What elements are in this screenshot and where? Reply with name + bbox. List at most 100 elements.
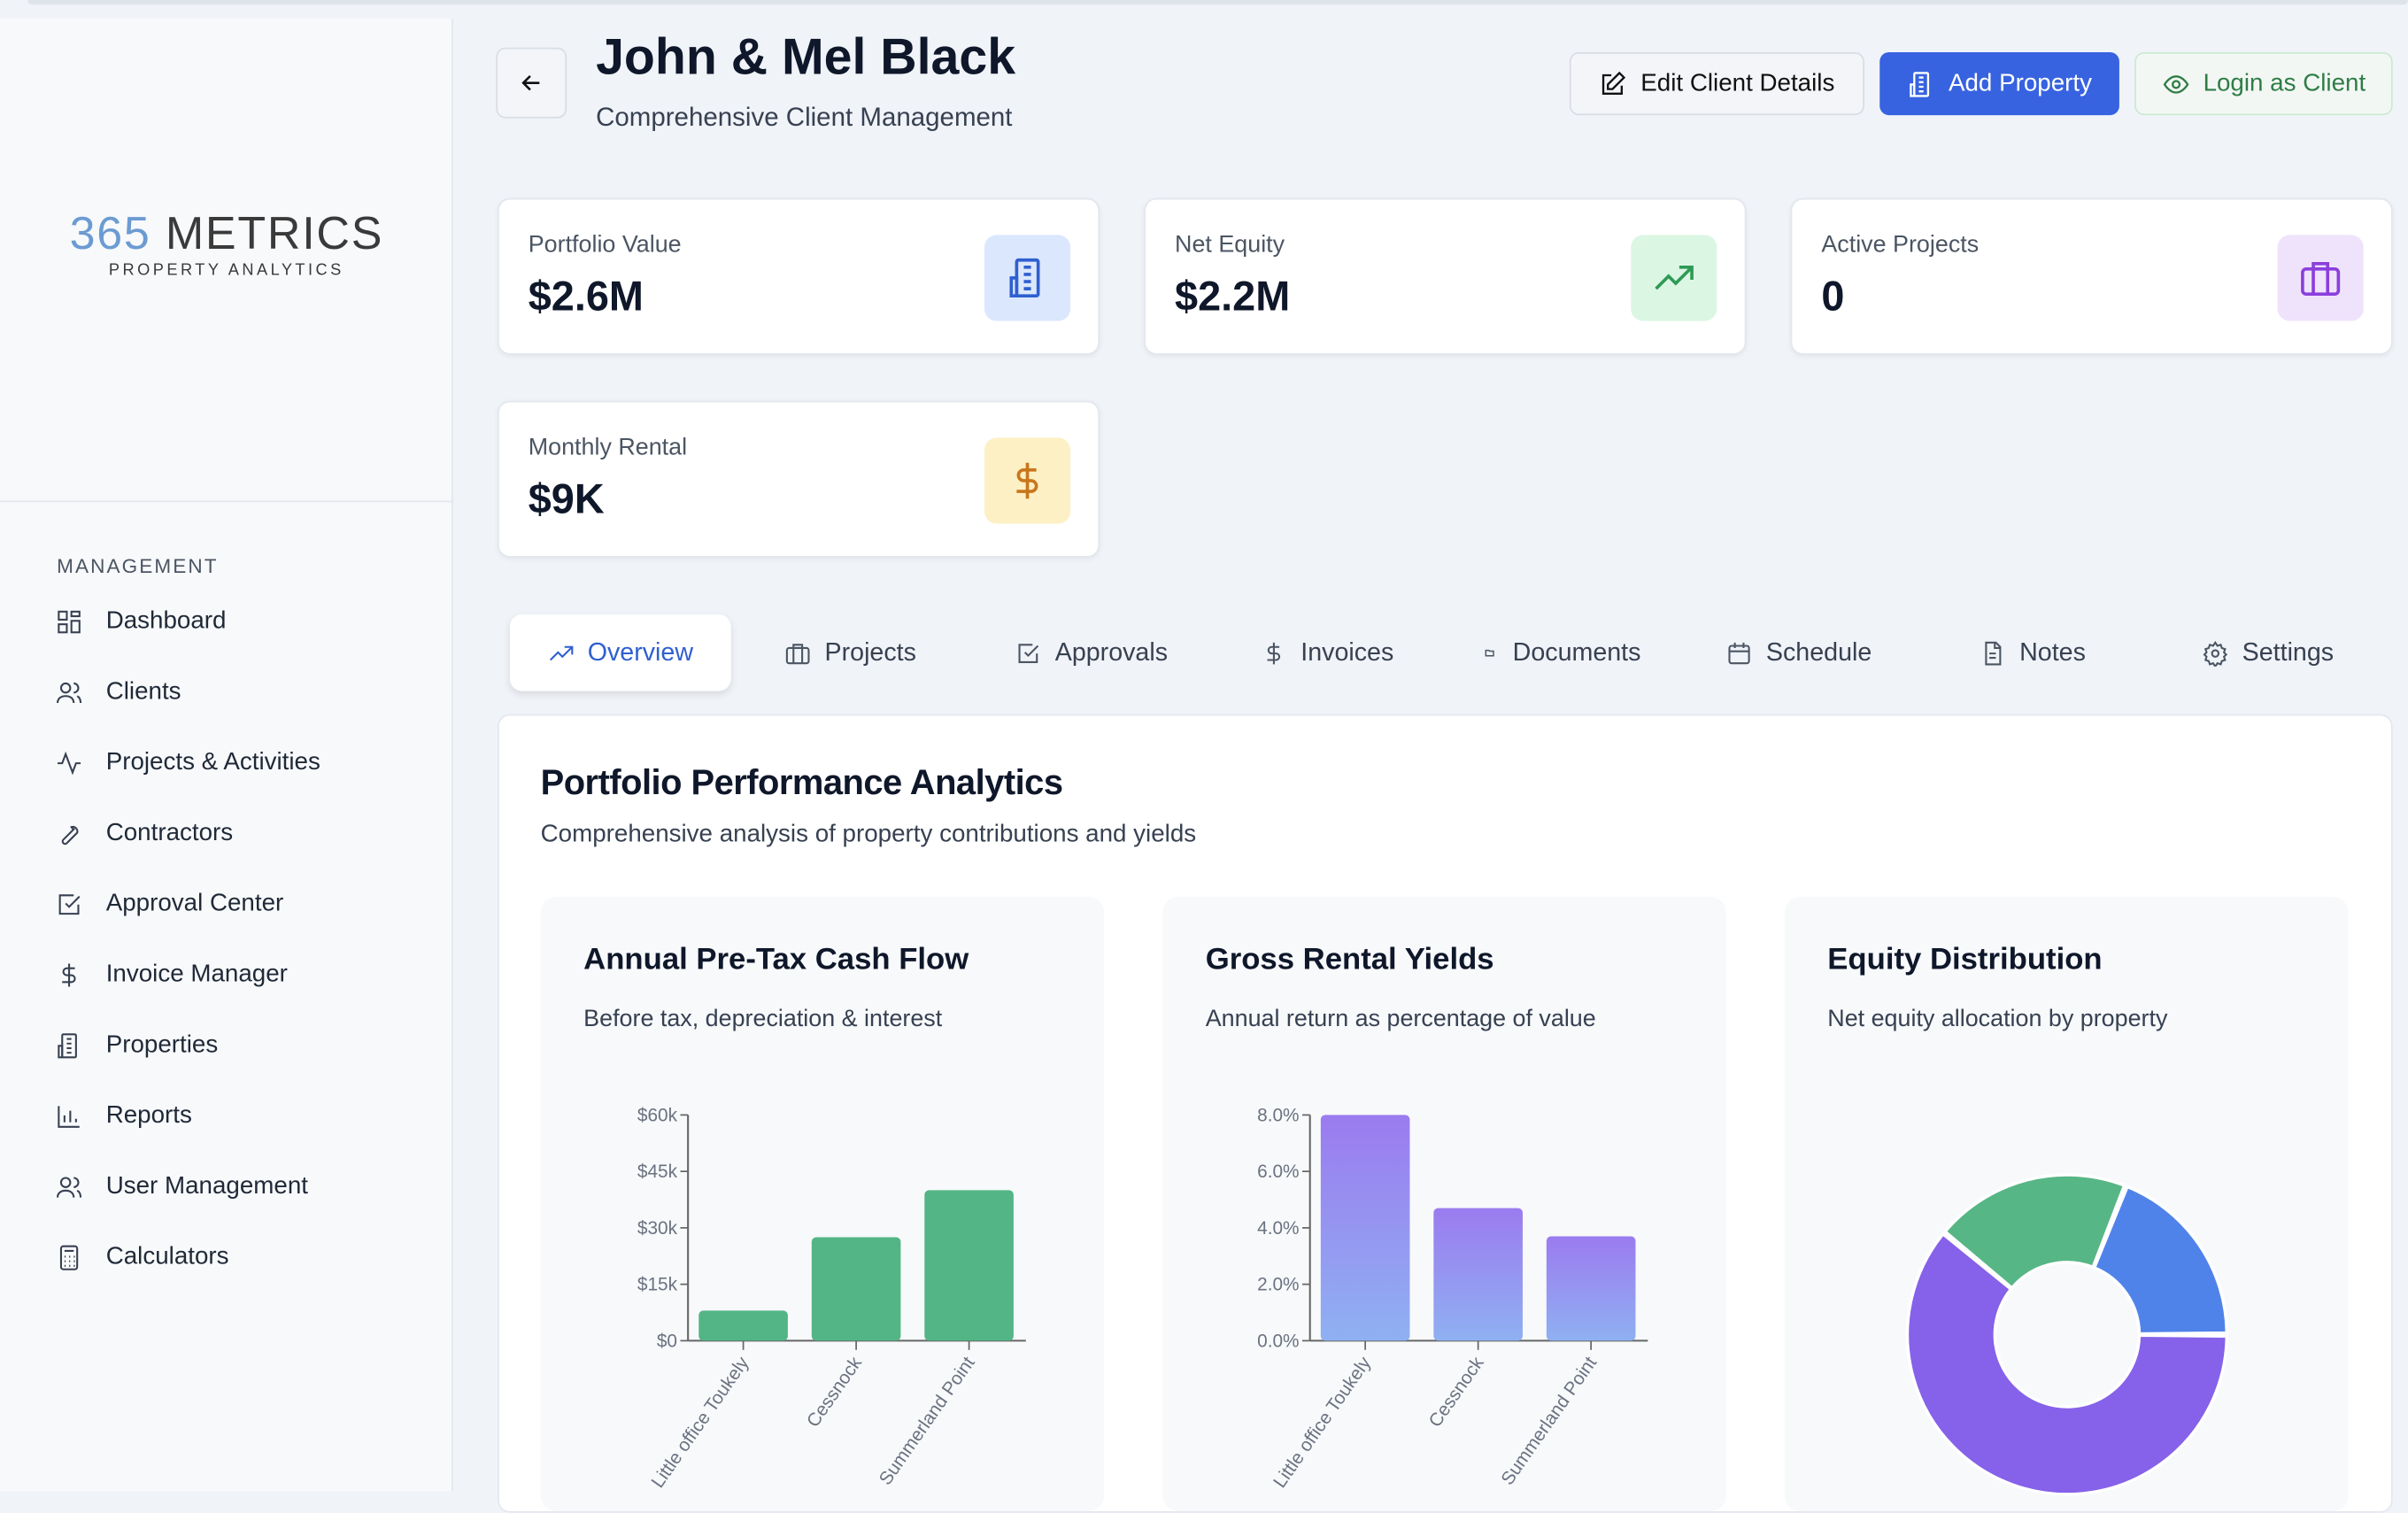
y-tick-label: $0	[657, 1331, 677, 1351]
trending-up-icon	[1655, 266, 1694, 290]
x-tick-label: Summerland Point	[1497, 1353, 1601, 1489]
sidebar-item-dashboard[interactable]: Dashboard	[55, 599, 423, 645]
arrow-left-icon	[521, 74, 540, 91]
stat-label: Net Equity	[1175, 231, 1285, 259]
users-icon	[57, 682, 82, 704]
sidebar-item-approval-center[interactable]: Approval Center	[55, 882, 423, 928]
login-as-client-label: Login as Client	[2203, 69, 2366, 96]
x-tick-label: Summerland Point	[876, 1353, 979, 1489]
stat-icon-box	[1631, 235, 1717, 321]
tab-projects[interactable]: Projects	[760, 614, 945, 691]
x-tick-label: Cessnock	[1424, 1353, 1488, 1431]
tab-schedule[interactable]: Schedule	[1702, 614, 1902, 691]
sidebar-item-label: Contractors	[105, 820, 234, 846]
x-tick-label: Little office Toukely	[647, 1353, 753, 1492]
bar	[1546, 1236, 1636, 1341]
section-label: MANAGEMENT	[57, 554, 219, 578]
tab-label: Invoices	[1300, 637, 1394, 666]
tab-label: Settings	[2242, 637, 2335, 666]
cash-flow-chart: $0 $15k $30k $45k $60k Little office Toukely C…	[637, 1105, 1026, 1492]
chart-title: Equity Distribution	[1827, 943, 2103, 977]
y-tick-label: $30k	[637, 1218, 678, 1239]
y-tick-label: 4.0%	[1257, 1218, 1299, 1239]
x-tick-label: Little office Toukely	[1270, 1353, 1376, 1492]
sidebar-item-invoice-manager[interactable]: Invoice Manager	[55, 953, 423, 999]
sidebar-item-label: Dashboard	[105, 607, 227, 635]
add-property-label: Add Property	[1948, 69, 2092, 96]
sidebar-item-label: Invoice Manager	[105, 961, 288, 988]
sidebar-item-reports[interactable]: Reports	[55, 1093, 423, 1139]
y-tick-label: 6.0%	[1257, 1162, 1299, 1182]
tab-label: Projects	[824, 637, 916, 666]
edit-client-button[interactable]: Edit Client Details	[1569, 51, 1864, 116]
analytics-subtitle: Comprehensive analysis of property contr…	[540, 822, 1197, 848]
donut-slice	[2092, 1185, 2229, 1336]
bar-chart-icon	[58, 1106, 80, 1128]
building-icon	[58, 1033, 77, 1059]
bar	[1320, 1115, 1410, 1341]
sidebar-item-user-management[interactable]: User Management	[55, 1164, 423, 1210]
dollar-icon	[1016, 462, 1038, 499]
y-tick-label: 0.0%	[1257, 1331, 1299, 1351]
dollar-icon	[1267, 641, 1281, 664]
y-tick-label: $45k	[637, 1162, 678, 1182]
tab-notes[interactable]: Notes	[1955, 614, 2116, 691]
donut-slice	[1905, 1231, 2229, 1496]
logo-tagline: PROPERTY ANALYTICS	[108, 260, 344, 280]
building-icon	[1909, 71, 1929, 96]
stat-value: 0	[1821, 273, 1845, 320]
stat-card-portfolio-value: Portfolio Value $2.6M	[498, 197, 1100, 355]
grid-icon	[58, 610, 81, 634]
sidebar-item-projects-activities[interactable]: Projects & Activities	[55, 740, 423, 786]
stat-label: Active Projects	[1821, 231, 1980, 259]
chart-subtitle: Before tax, depreciation & interest	[583, 1006, 943, 1032]
activity-icon	[58, 751, 81, 776]
dollar-icon	[62, 963, 76, 987]
calendar-icon	[1728, 641, 1750, 664]
rental-yield-chart: 0.0% 2.0% 4.0% 6.0% 8.0% Little office Toukel…	[1257, 1105, 1648, 1492]
bar	[924, 1190, 1014, 1341]
sidebar-item-properties[interactable]: Properties	[55, 1023, 423, 1069]
chart-subtitle: Net equity allocation by property	[1827, 1006, 2168, 1032]
sidebar-item-label: Reports	[105, 1102, 192, 1130]
chart-subtitle: Annual return as percentage of value	[1205, 1006, 1596, 1032]
tab-label: Overview	[587, 637, 694, 666]
login-as-client-button[interactable]: Login as Client	[2134, 51, 2393, 116]
sidebar-divider	[0, 500, 453, 503]
equity-donut-chart	[1905, 1173, 2229, 1496]
tab-label: Schedule	[1765, 637, 1872, 666]
y-tick-label: $60k	[637, 1105, 678, 1125]
sidebar-item-label: Calculators	[105, 1244, 229, 1270]
stat-icon-box	[984, 437, 1071, 524]
tab-overview[interactable]: Overview	[509, 614, 731, 691]
logo[interactable]: 365 METRICS PROPERTY ANALYTICS	[0, 209, 453, 280]
stat-icon-box	[2277, 235, 2364, 321]
tab-documents[interactable]: Documents	[1455, 614, 1671, 691]
tab-settings[interactable]: Settings	[2178, 614, 2370, 691]
y-tick-label: 8.0%	[1257, 1105, 1299, 1125]
page-title: John & Mel Black	[596, 27, 1016, 85]
tab-invoices[interactable]: Invoices	[1236, 614, 1420, 691]
eye-icon	[2162, 74, 2188, 93]
sidebar-item-clients[interactable]: Clients	[55, 669, 423, 715]
equity-distribution-card: Equity Distribution Net equity allocatio…	[1784, 897, 2349, 1511]
back-button[interactable]	[496, 47, 567, 119]
check-square-icon	[58, 894, 81, 915]
stat-value: $9K	[528, 475, 605, 522]
analytics-title: Portfolio Performance Analytics	[540, 761, 1063, 802]
sidebar-item-label: User Management	[105, 1173, 309, 1200]
y-tick-label: $15k	[637, 1275, 678, 1295]
sidebar-item-label: Clients	[105, 678, 181, 706]
add-property-button[interactable]: Add Property	[1879, 51, 2119, 116]
sidebar-item-contractors[interactable]: Contractors	[55, 811, 423, 857]
users-icon	[57, 1177, 82, 1198]
rental-yield-card: Gross Rental Yields Annual return as per…	[1162, 897, 1726, 1511]
browser-top-edge	[27, 0, 2408, 5]
tab-label: Notes	[2019, 637, 2086, 666]
sidebar-item-label: Approval Center	[105, 891, 284, 917]
chart-title: Annual Pre-Tax Cash Flow	[583, 943, 969, 977]
sidebar-item-calculators[interactable]: Calculators	[55, 1235, 423, 1281]
bar	[811, 1237, 901, 1341]
tab-approvals[interactable]: Approvals	[991, 614, 1198, 691]
bar	[698, 1310, 788, 1341]
